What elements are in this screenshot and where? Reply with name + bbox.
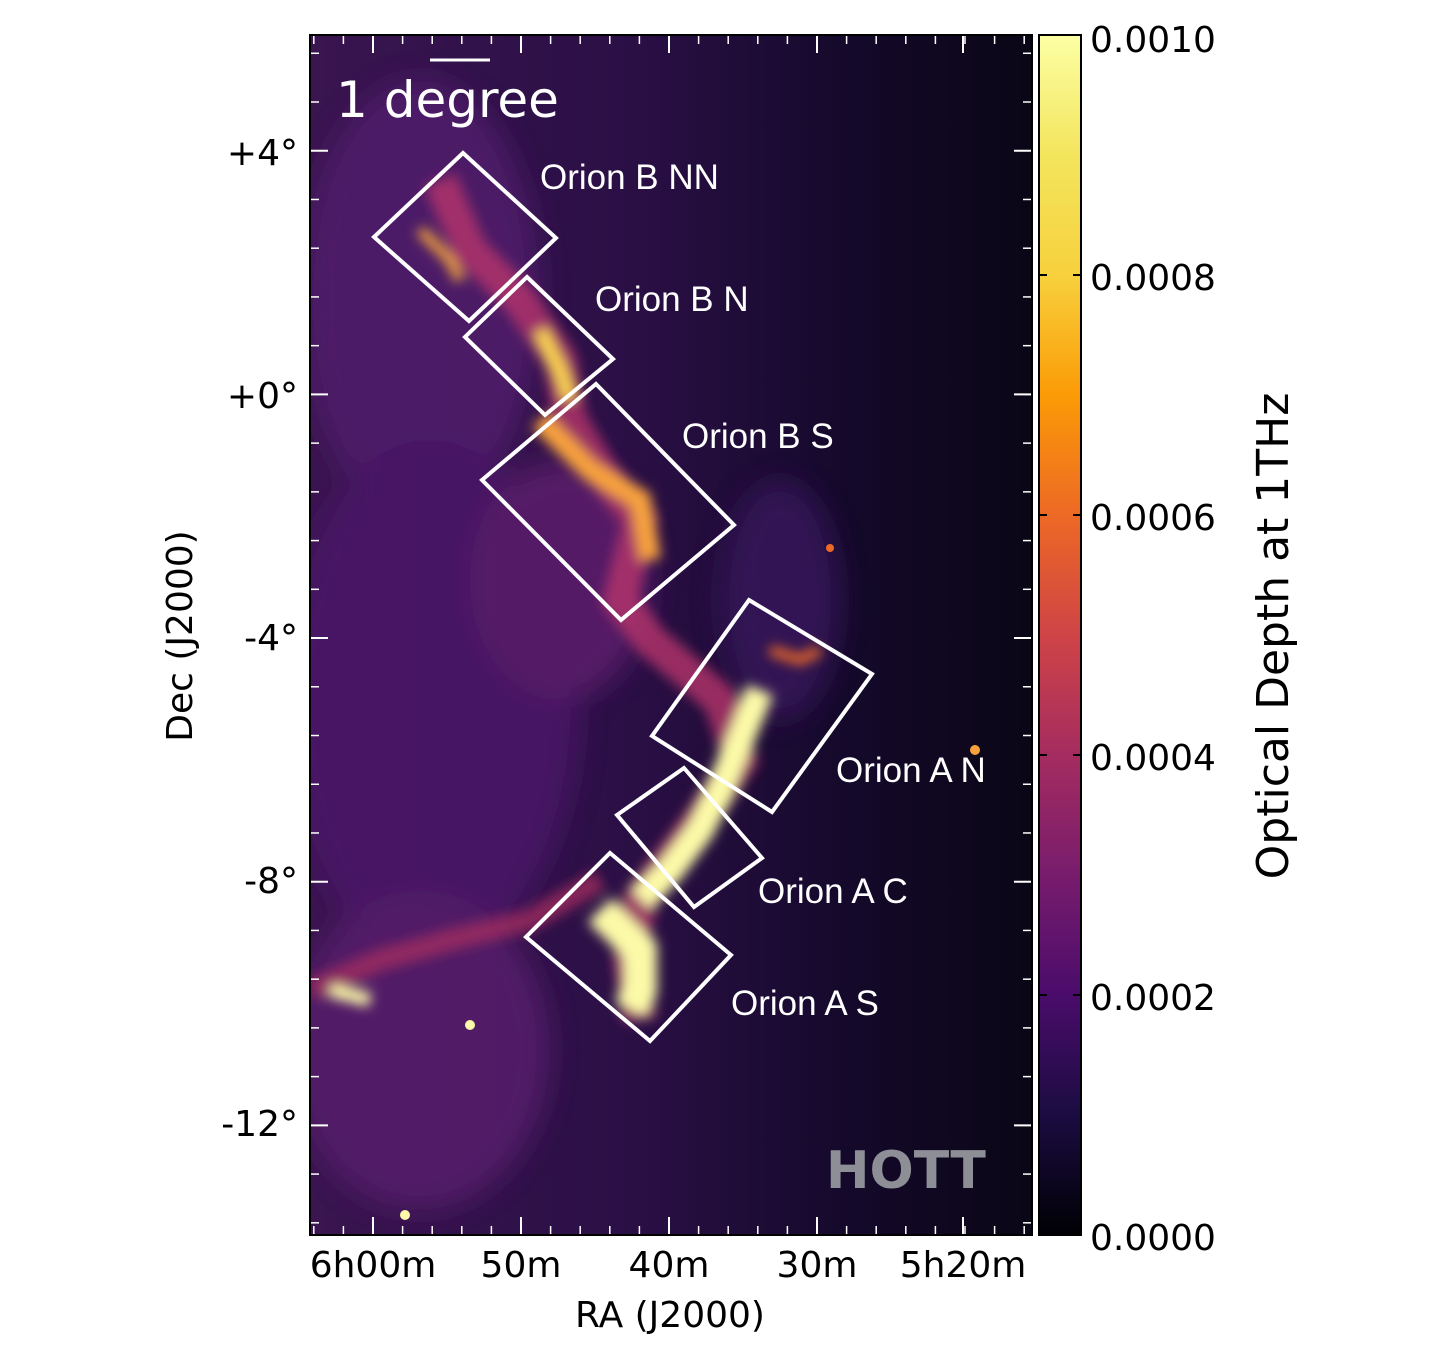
region-label-orion-b-nn: Orion B NN (540, 158, 719, 197)
y-tick-label: -8° (244, 861, 298, 902)
region-boxes (371, 150, 875, 1044)
colorbar-tick-label: 0.0008 (1090, 258, 1216, 299)
plot-frame (309, 34, 1033, 1236)
colorbar-tick-label: 0.0010 (1090, 20, 1216, 61)
region-label-orion-a-c: Orion A C (758, 872, 908, 911)
y-tick-labels: +4° +0° -4° -8° -12° (221, 133, 298, 1145)
region-label-orion-a-n: Orion A N (836, 751, 986, 790)
x-tick-label: 5h20m (900, 1245, 1027, 1286)
y-tick-label: +4° (227, 133, 298, 174)
y-tick-label: +0° (227, 376, 298, 417)
region-box-orion-b-n (462, 274, 617, 418)
x-tick-label: 6h00m (310, 1245, 437, 1286)
x-tick-labels: 6h00m 50m 40m 30m 5h20m (310, 1245, 1027, 1286)
colorbar-tick-label: 0.0006 (1090, 498, 1216, 539)
x-axis-label: RA (J2000) (575, 1295, 765, 1336)
colorbar-label: Optical Depth at 1THz (1248, 393, 1299, 880)
region-box-orion-a-s (523, 850, 734, 1044)
colorbar-tick-label: 0.0002 (1090, 978, 1216, 1019)
colorbar-ticks (1039, 34, 1081, 1236)
colorbar-tick-label: 0.0000 (1090, 1218, 1216, 1259)
region-label-orion-b-n: Orion B N (595, 280, 749, 319)
colorbar-tick-label: 0.0004 (1090, 738, 1216, 779)
region-box-orion-b-nn (371, 150, 559, 324)
map-image (310, 35, 1032, 1235)
colorbar-tick-labels: 0.0000 0.0002 0.0004 0.0006 0.0008 0.001… (1090, 20, 1216, 1259)
y-tick-label: -12° (221, 1104, 298, 1145)
region-box-orion-b-s (479, 381, 737, 623)
x-tick-label: 30m (777, 1245, 858, 1286)
x-tick-label: 40m (629, 1245, 710, 1286)
y-tick-label: -4° (244, 618, 298, 659)
y-axis-label: Dec (J2000) (160, 530, 201, 741)
hott-watermark: HOTT (826, 1141, 986, 1201)
colorbar (1038, 34, 1082, 1236)
scale-bar-label: 1 degree (336, 71, 559, 129)
region-box-orion-a-n (649, 597, 875, 815)
region-box-orion-a-c (614, 765, 765, 910)
region-label-orion-b-s: Orion B S (682, 417, 834, 456)
region-label-orion-a-s: Orion A S (731, 984, 879, 1023)
x-tick-label: 50m (481, 1245, 562, 1286)
plot-ticks (310, 35, 1032, 1235)
